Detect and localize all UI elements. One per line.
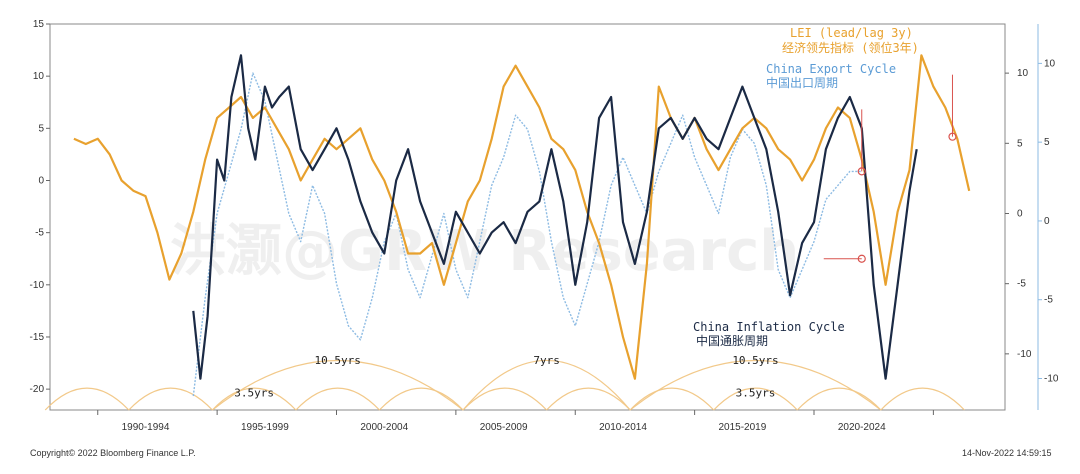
x-axis: 1990-1994 1995-1999 2000-2004 2005-2009 2010… xyxy=(122,422,887,433)
markers xyxy=(823,74,957,263)
x-tick-label: 2000-2004 xyxy=(360,422,408,433)
cycle-label-upper: 10.5yrs xyxy=(315,354,361,367)
right-outer-tick-label: -10 xyxy=(1044,373,1059,384)
right-outer-tick-label: 0 xyxy=(1044,216,1050,227)
watermark: 洪灏@GRW Research xyxy=(170,219,799,284)
short-cycle-arc xyxy=(713,387,798,411)
short-cycle-arc xyxy=(295,387,380,411)
short-cycle-arc xyxy=(44,387,130,411)
legend-lei-cn: 经济领先指标 (领位3年) xyxy=(782,40,919,55)
short-cycle-arc xyxy=(880,387,965,411)
x-tick-label: 1995-1999 xyxy=(241,422,289,433)
long-cycle-arc xyxy=(211,359,464,411)
cycle-arcs: 10.5yrs 7yrs 10.5yrs 3.5yrs 3.5yrs xyxy=(44,354,965,411)
left-axis: 15 10 5 0 -5 -10 -15 -20 xyxy=(30,19,50,395)
marker-circle xyxy=(857,254,866,263)
right-outer-tick-label: -5 xyxy=(1044,295,1053,306)
copyright: Copyright© 2022 Bloomberg Finance L.P. xyxy=(30,448,196,458)
marker-circle xyxy=(857,167,866,176)
right-outer-tick-label: 5 xyxy=(1044,137,1050,148)
right-inner-tick-label: -5 xyxy=(1017,279,1026,290)
left-tick-label: 15 xyxy=(33,19,45,30)
left-tick-label: 10 xyxy=(33,71,45,82)
timestamp: 14-Nov-2022 14:59:15 xyxy=(962,448,1052,458)
legend-inflation-en: China Inflation Cycle xyxy=(693,320,845,334)
right-axis-inner: 10 5 0 -5 -10 xyxy=(1005,68,1032,360)
short-cycle-arc xyxy=(462,387,548,411)
right-outer-tick-label: 10 xyxy=(1044,58,1056,69)
right-inner-tick-label: 10 xyxy=(1017,68,1029,79)
legend-inflation-cn: 中国通胀周期 xyxy=(696,333,768,348)
left-tick-label: 5 xyxy=(38,123,44,134)
short-cycle-arc xyxy=(128,387,213,411)
x-tick-label: 2005-2009 xyxy=(480,422,528,433)
cycle-label-upper: 7yrs xyxy=(533,354,560,367)
marker-circle xyxy=(948,132,957,141)
x-tick-label: 1990-1994 xyxy=(122,422,170,433)
series-line-china-inflation-cycle xyxy=(192,54,918,380)
long-cycle-arc xyxy=(462,359,631,411)
right-inner-tick-label: 5 xyxy=(1017,138,1023,149)
legend-export-cn: 中国出口周期 xyxy=(766,75,838,90)
series-line-lei-lead-lag-3y xyxy=(73,54,971,380)
long-cycle-arc xyxy=(629,359,882,411)
series-group xyxy=(73,54,971,397)
short-cycle-arc xyxy=(796,387,882,411)
cycle-label-lower: 3.5yrs xyxy=(736,386,776,399)
left-tick-label: -10 xyxy=(30,280,45,291)
left-tick-label: -15 xyxy=(30,332,45,343)
right-inner-tick-label: -10 xyxy=(1017,349,1032,360)
x-tick-label: 2020-2024 xyxy=(838,422,886,433)
grid xyxy=(49,23,1006,415)
short-cycle-arc xyxy=(211,387,297,411)
cycle-label-upper: 10.5yrs xyxy=(732,354,778,367)
plot-frame xyxy=(49,23,1006,411)
x-tick-label: 2015-2019 xyxy=(718,422,766,433)
legend-lei-en: LEI (lead/lag 3y) xyxy=(790,26,913,40)
left-tick-label: -5 xyxy=(35,228,44,239)
cycle-label-lower: 3.5yrs xyxy=(234,386,274,399)
right-axis-outer: 10 5 0 -5 -10 xyxy=(1037,24,1059,410)
short-cycle-arc xyxy=(379,387,464,411)
legend-export-en: China Export Cycle xyxy=(766,62,896,76)
short-cycle-arc xyxy=(546,387,631,411)
left-tick-label: 0 xyxy=(38,175,44,186)
x-tick-label: 2010-2014 xyxy=(599,422,647,433)
short-cycle-arc xyxy=(629,387,715,411)
left-tick-label: -20 xyxy=(30,384,45,395)
right-inner-tick-label: 0 xyxy=(1017,208,1023,219)
